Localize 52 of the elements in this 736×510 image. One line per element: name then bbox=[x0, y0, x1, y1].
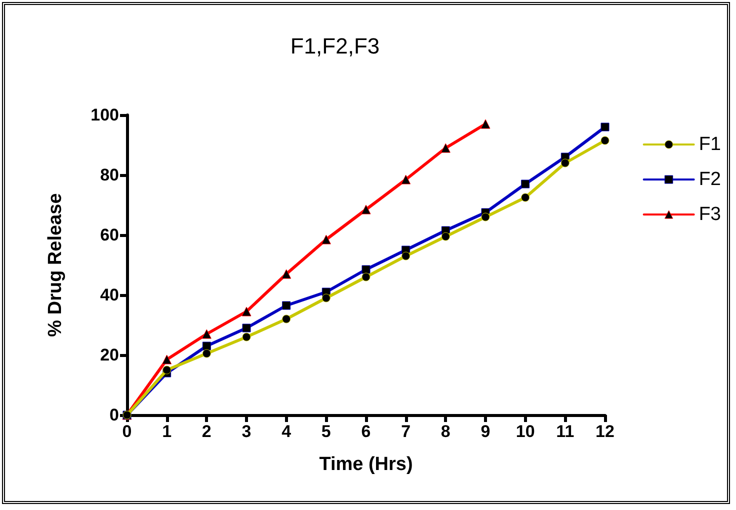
y-tick-label: 80 bbox=[100, 166, 119, 184]
point bbox=[402, 252, 410, 260]
x-tick-label: 3 bbox=[242, 422, 252, 441]
point bbox=[521, 193, 530, 202]
y-tick-label: 100 bbox=[90, 106, 119, 124]
point bbox=[441, 232, 450, 241]
point bbox=[282, 301, 291, 310]
point bbox=[242, 306, 252, 316]
point bbox=[521, 180, 530, 188]
y-tick-label: 20 bbox=[100, 346, 119, 364]
point bbox=[362, 265, 370, 274]
x-tick-label: 0 bbox=[122, 422, 132, 441]
point bbox=[401, 174, 411, 184]
point bbox=[321, 234, 331, 244]
y-tick-label: 60 bbox=[100, 226, 119, 244]
point bbox=[202, 329, 212, 339]
point bbox=[162, 366, 172, 374]
x-tick-label: 10 bbox=[516, 422, 535, 441]
x-tick-label: 8 bbox=[440, 422, 450, 441]
point bbox=[361, 204, 371, 214]
point bbox=[600, 122, 610, 132]
point bbox=[282, 314, 291, 324]
point bbox=[242, 332, 251, 342]
x-tick-label: 1 bbox=[162, 422, 172, 441]
point bbox=[282, 269, 292, 279]
point bbox=[481, 212, 490, 222]
y-tick-label: 40 bbox=[100, 286, 119, 304]
x-tick-label: 11 bbox=[556, 422, 574, 441]
point bbox=[162, 354, 172, 364]
x-tick-label: 2 bbox=[202, 422, 212, 441]
x-tick-label: 4 bbox=[282, 422, 292, 441]
point bbox=[600, 136, 610, 145]
x-tick-label: 5 bbox=[321, 422, 331, 441]
x-axis-title: Time (Hrs) bbox=[319, 454, 413, 475]
x-tick-label: 6 bbox=[361, 422, 371, 441]
point bbox=[202, 342, 211, 350]
x-tick-label: 7 bbox=[401, 422, 411, 441]
point bbox=[362, 272, 370, 282]
chart-title: F1,F2,F3 bbox=[290, 34, 380, 58]
point bbox=[560, 158, 570, 168]
point bbox=[480, 119, 490, 129]
legend-label: F3 bbox=[698, 204, 722, 225]
point bbox=[202, 349, 211, 358]
point bbox=[440, 143, 450, 153]
legend-label: F1 bbox=[698, 134, 722, 155]
legend-label: F2 bbox=[698, 169, 722, 190]
point bbox=[242, 324, 251, 332]
x-tick-label: 12 bbox=[596, 422, 614, 441]
y-axis-title: % Drug Release bbox=[45, 193, 66, 337]
x-tick-label: 9 bbox=[480, 422, 490, 441]
point bbox=[322, 294, 330, 302]
y-tick-label: 0 bbox=[110, 406, 119, 424]
